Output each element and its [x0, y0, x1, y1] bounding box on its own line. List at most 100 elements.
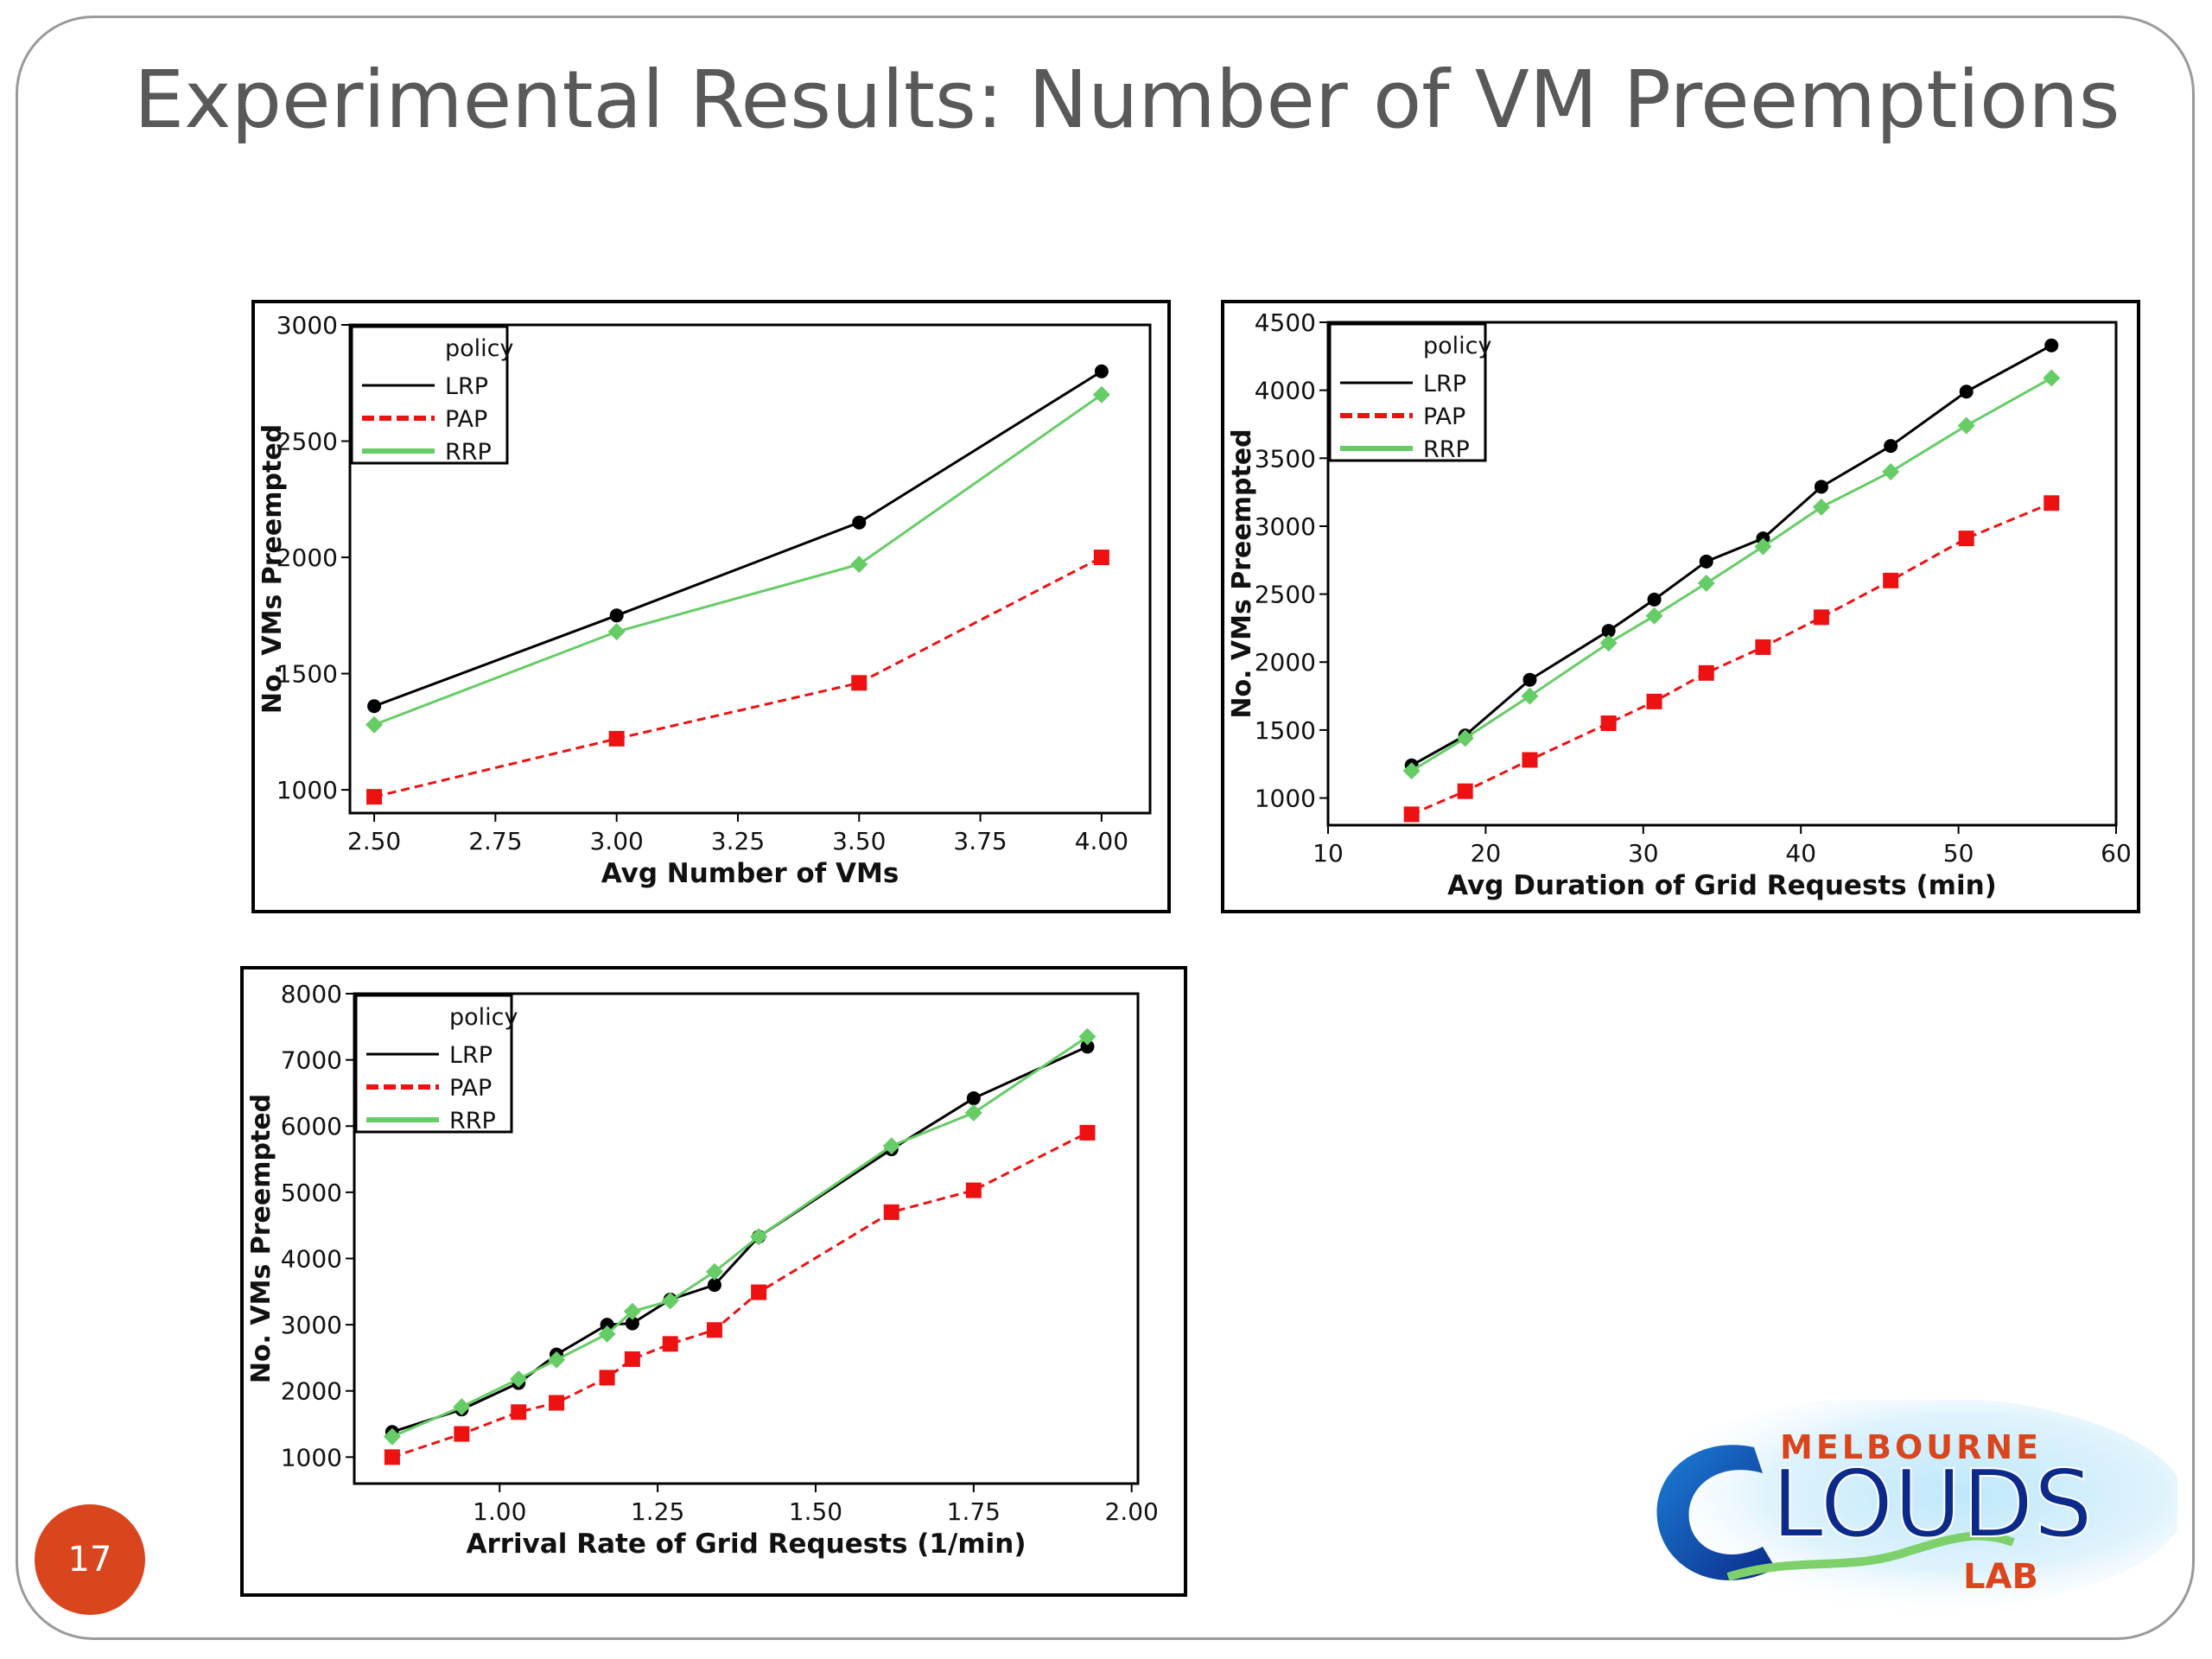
- y-axis-label: No. VMs Preempted: [1227, 429, 1257, 718]
- legend-entry-rrp: RRP: [449, 1108, 496, 1135]
- x-tick-label: 1.25: [631, 1497, 684, 1526]
- x-axis-label: Avg Duration of Grid Requests (min): [1447, 870, 1997, 901]
- pap-point: [706, 1322, 722, 1338]
- legend-title: policy: [449, 1004, 518, 1031]
- chart-svg: 1.00 1.25 1.50 1.75 2.00 1000 2000 3000 4000 5000…: [246, 980, 1159, 1560]
- x-tick-label: 3.50: [832, 827, 886, 855]
- pap-point: [608, 730, 625, 747]
- x-tick-label: 20: [1471, 839, 1502, 868]
- series-line-lrp: [373, 370, 1103, 708]
- x-tick-label: 30: [1628, 839, 1659, 868]
- logo-c-letter-shape: [1656, 1445, 1776, 1580]
- rrp-point: [705, 1262, 723, 1281]
- logo-green-swoosh: [1726, 1531, 2015, 1581]
- pap-point: [384, 1449, 400, 1465]
- series-line-pap: [391, 1131, 1089, 1459]
- logo-main-text: LOUDS: [1771, 1451, 2093, 1559]
- x-tick-label: 3.75: [953, 827, 1007, 855]
- rrp-point: [2043, 369, 2061, 387]
- y-tick-label: 3000: [276, 311, 338, 340]
- y-tick-label: 4000: [1255, 377, 1316, 405]
- rrp-point: [850, 556, 868, 574]
- lrp-point: [1959, 385, 1974, 399]
- lrp-point: [1699, 554, 1713, 569]
- lrp-point: [600, 1318, 614, 1332]
- logo-top-text: MELBOURNE: [1780, 1428, 2042, 1466]
- chart-avg-number-of-vms: 2.50 2.75 3.00 3.25 3.50 3.75 4.00 1000 1500 2000…: [251, 300, 1171, 913]
- x-axis-label: Arrival Rate of Grid Requests (1/min): [466, 1529, 1026, 1560]
- y-tick-label: 3000: [1255, 512, 1316, 541]
- rrp-point: [453, 1398, 471, 1416]
- pap-point: [599, 1370, 615, 1386]
- chart-arrival-rate-of-grid-requests: 1.00 1.25 1.50 1.75 2.00 1000 2000 3000 4000 5000…: [240, 966, 1187, 1597]
- y-tick-label: 1500: [276, 660, 338, 689]
- y-tick-label: 4000: [281, 1244, 342, 1273]
- y-tick-label: 2500: [1255, 581, 1316, 609]
- pap-point: [883, 1204, 899, 1220]
- y-tick-label: 1000: [1255, 785, 1316, 813]
- rrp-point: [365, 715, 384, 734]
- x-tick-label: 40: [1785, 839, 1816, 868]
- rrp-point: [1456, 729, 1474, 747]
- rrp-point: [964, 1103, 982, 1122]
- x-tick-label: 10: [1313, 839, 1344, 868]
- x-tick-label: 3.00: [589, 827, 643, 855]
- rrp-point: [548, 1351, 566, 1369]
- pap-point: [2044, 495, 2060, 512]
- pap-point: [965, 1182, 982, 1198]
- lrp-point: [1601, 624, 1616, 639]
- y-tick-label: 2500: [276, 428, 338, 456]
- rrp-point: [1599, 634, 1618, 652]
- pap-point: [1600, 715, 1617, 732]
- y-tick-label: 3000: [281, 1311, 342, 1339]
- pap-point: [366, 789, 383, 805]
- page-number-badge: 17: [35, 1504, 145, 1615]
- rrp-point: [1754, 537, 1772, 556]
- rrp-point: [598, 1325, 616, 1343]
- clouds-logo-graphic: MELBOURNE LOUDS LAB: [1633, 1400, 2177, 1611]
- legend-box: [354, 994, 513, 1134]
- pap-point: [1813, 609, 1829, 626]
- y-tick-label: 8000: [281, 980, 342, 1008]
- lrp-point: [852, 515, 867, 530]
- legend-entry-lrp: LRP: [445, 373, 488, 400]
- x-tick-label: 2.00: [1105, 1497, 1159, 1526]
- pap-point: [1646, 693, 1662, 709]
- legend-entry-rrp: RRP: [445, 439, 492, 466]
- legend-entry-pap: PAP: [445, 406, 487, 433]
- legend-entry-lrp: LRP: [449, 1042, 493, 1069]
- chart-svg: 10 20 30 40 50 60 1000 1500 2000 2500 3000 3500 4000…: [1227, 308, 2132, 901]
- rrp-point: [1645, 607, 1663, 625]
- series-line-rrp: [373, 393, 1103, 727]
- y-tick-label: 4500: [1255, 308, 1316, 337]
- x-tick-label: 50: [1943, 839, 1974, 868]
- lrp-point: [1884, 439, 1898, 454]
- melbourne-clouds-lab-logo: MELBOURNE LOUDS LAB: [1624, 1400, 2177, 1624]
- lrp-point: [1814, 480, 1828, 494]
- pap-point: [1698, 664, 1714, 681]
- rrp-point: [510, 1370, 528, 1388]
- pap-point: [751, 1284, 767, 1300]
- lrp-point: [1647, 592, 1662, 607]
- x-tick-label: 1.00: [473, 1497, 526, 1526]
- legend-box: [350, 325, 509, 465]
- y-tick-label: 3500: [1255, 444, 1316, 473]
- y-tick-label: 5000: [281, 1179, 342, 1207]
- x-tick-label: 60: [2101, 839, 2132, 868]
- series-line-rrp: [391, 1035, 1089, 1438]
- pap-point: [624, 1351, 640, 1367]
- lrp-point: [1080, 1039, 1095, 1054]
- y-tick-label: 2000: [1255, 648, 1316, 677]
- pap-point: [1403, 806, 1420, 823]
- legend-entry-pap: PAP: [1423, 404, 1465, 430]
- rrp-point: [1882, 463, 1900, 481]
- lrp-point: [2044, 338, 2059, 353]
- x-axis-label: Avg Number of VMs: [601, 858, 899, 889]
- pap-point: [454, 1426, 470, 1442]
- y-tick-label: 6000: [281, 1112, 342, 1141]
- lrp-point: [625, 1316, 639, 1331]
- pap-point: [1079, 1124, 1096, 1141]
- rrp-point: [661, 1292, 679, 1310]
- logo-bottom-text: LAB: [1963, 1557, 2038, 1597]
- legend-entry-lrp: LRP: [1423, 371, 1466, 397]
